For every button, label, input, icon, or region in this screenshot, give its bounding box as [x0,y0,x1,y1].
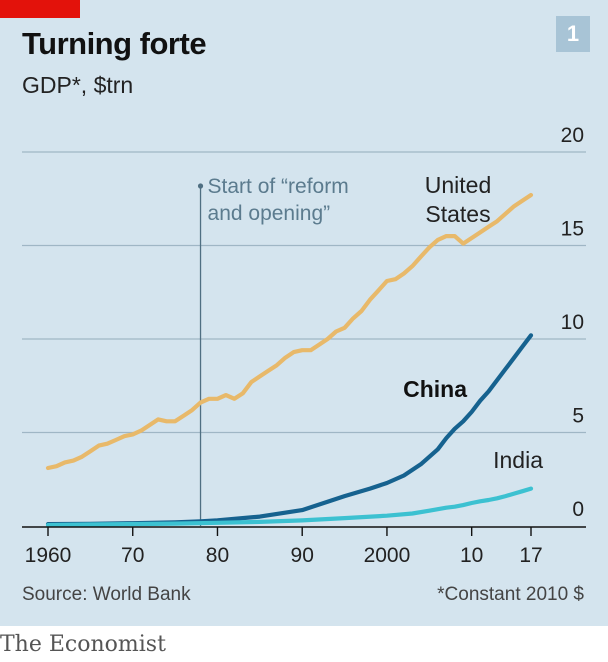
source-note: Source: World Bank [22,584,191,605]
y-tick-label: 20 [561,124,584,147]
footnote: *Constant 2010 $ [437,584,584,605]
y-tick-label: 10 [561,311,584,334]
x-tick-label: 1960 [25,544,72,567]
y-tick-label: 15 [561,218,584,241]
series-label-united-states: States [425,201,490,227]
x-tick-label: 10 [460,544,483,567]
line-chart: 0 5 10 15 20 Start of “reform and opening” Un… [22,124,586,567]
x-tick-label: 70 [121,544,144,567]
gridlines: 0 5 10 15 20 [22,124,586,521]
series-line-china [45,333,534,527]
reform-annotation: Start of “reform and opening” [197,175,349,526]
series-label-united-states: United [425,172,491,198]
series-label-china: China [403,376,467,402]
series-labels: United States China India [403,172,543,473]
brand-logo: The Economist [0,632,166,657]
series-label-india: India [493,447,543,473]
x-tick-label: 17 [519,544,542,567]
x-tick-label: 80 [206,544,229,567]
series-group [45,192,534,528]
chart-title: Turning forte [22,26,207,61]
x-tick-label: 90 [291,544,314,567]
y-tick-label: 5 [572,405,584,428]
x-tick-label: 2000 [364,544,411,567]
series-line-india [45,486,534,528]
annotation-text: Start of “reform [208,175,349,198]
x-axis: 1960 70 80 90 2000 10 17 [22,526,586,567]
annotation-dot [197,183,204,189]
brand-red-bar [0,0,80,18]
chart-number-badge: 1 [556,16,590,52]
annotation-text: and opening” [208,202,331,225]
y-tick-label: 0 [572,498,584,521]
chart-subtitle: GDP*, $trn [22,72,134,98]
series-line-united-states [45,192,534,471]
